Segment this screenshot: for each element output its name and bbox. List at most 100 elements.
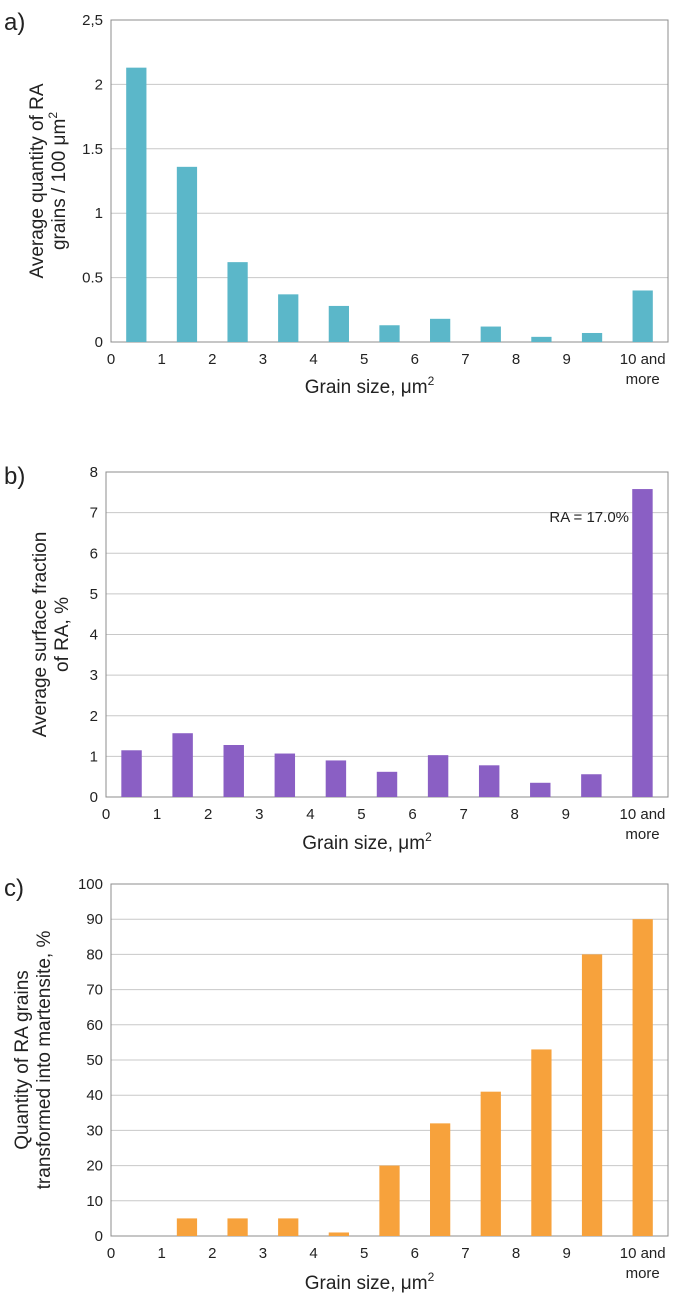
bar bbox=[172, 733, 193, 797]
bar bbox=[328, 305, 349, 342]
bar bbox=[376, 771, 398, 797]
panel-label: c) bbox=[4, 875, 24, 902]
y-tick-label: 5 bbox=[90, 586, 98, 603]
x-tick-label: 0 bbox=[107, 351, 115, 368]
bar bbox=[581, 774, 602, 797]
bar bbox=[632, 290, 653, 342]
x-axis-title: Grain size, μm2 bbox=[302, 830, 432, 854]
bar bbox=[480, 326, 501, 342]
y-tick-label: 0 bbox=[95, 1228, 103, 1245]
y-tick-label: 2 bbox=[95, 76, 103, 93]
x-tick-label: 8 bbox=[511, 806, 519, 823]
x-axis-title-sup: 2 bbox=[428, 1270, 435, 1284]
y-tick-label: 8 bbox=[90, 464, 98, 481]
x-tick-label: 2 bbox=[208, 1245, 216, 1262]
x-axis-title-sup: 2 bbox=[428, 374, 435, 388]
bar bbox=[325, 760, 347, 797]
y-axis-title: Quantity of RA grainstransformed into ma… bbox=[12, 931, 55, 1190]
bar bbox=[379, 1165, 400, 1236]
y-tick-label: 0 bbox=[95, 334, 103, 351]
x-tick-label: 8 bbox=[512, 351, 520, 368]
y-tick-label: 3 bbox=[90, 667, 98, 684]
x-tick-label: 7 bbox=[461, 1245, 469, 1262]
bar bbox=[427, 755, 449, 797]
x-tick-label: 5 bbox=[357, 806, 365, 823]
y-tick-label: 4 bbox=[90, 627, 98, 644]
y-tick-label: 0.5 bbox=[82, 270, 103, 287]
x-tick-label: 9 bbox=[562, 806, 570, 823]
y-axis-title: Average quantity of RAgrains / 100 μm2 bbox=[27, 83, 70, 278]
y-tick-label: 7 bbox=[90, 505, 98, 522]
x-tick-label: 3 bbox=[259, 1245, 267, 1262]
bar bbox=[581, 332, 603, 342]
bar bbox=[227, 262, 248, 342]
x-tick-label-extra: more bbox=[625, 826, 659, 843]
bar bbox=[480, 1091, 501, 1236]
x-tick-label: 2 bbox=[204, 806, 212, 823]
x-tick-label: 2 bbox=[208, 351, 216, 368]
y-axis-title-line: Average surface fraction bbox=[30, 532, 51, 738]
y-tick-label: 20 bbox=[86, 1158, 103, 1175]
panel-label: b) bbox=[4, 463, 25, 490]
y-axis-title-line: of RA, % bbox=[52, 597, 73, 672]
y-tick-label: 70 bbox=[86, 982, 103, 999]
x-tick-label: 4 bbox=[309, 351, 317, 368]
annotation: RA = 17.0% bbox=[549, 509, 629, 526]
y-tick-label: 1 bbox=[95, 205, 103, 222]
x-tick-label: 10 and bbox=[620, 351, 666, 368]
y-tick-label: 1.5 bbox=[82, 141, 103, 158]
y-axis-title-line: transformed into martensite, % bbox=[34, 931, 55, 1190]
x-tick-label: 7 bbox=[459, 806, 467, 823]
y-tick-label: 10 bbox=[86, 1193, 103, 1210]
x-tick-label: 6 bbox=[408, 806, 416, 823]
bar bbox=[328, 1232, 349, 1236]
x-tick-label: 5 bbox=[360, 351, 368, 368]
bar bbox=[278, 1218, 299, 1236]
x-tick-label: 6 bbox=[411, 1245, 419, 1262]
x-tick-label: 7 bbox=[461, 351, 469, 368]
bar bbox=[227, 1218, 248, 1236]
bar bbox=[478, 765, 500, 797]
y-axis-title-sup: 2 bbox=[46, 112, 60, 119]
x-tick-label: 4 bbox=[309, 1245, 317, 1262]
x-tick-label: 6 bbox=[411, 351, 419, 368]
x-tick-label: 3 bbox=[255, 806, 263, 823]
panel-label: a) bbox=[4, 9, 25, 36]
y-tick-label: 50 bbox=[86, 1052, 103, 1069]
x-tick-label: 10 and bbox=[620, 806, 666, 823]
x-tick-label: 1 bbox=[157, 351, 165, 368]
y-tick-label: 1 bbox=[90, 748, 98, 765]
y-tick-label: 2 bbox=[90, 708, 98, 725]
bar bbox=[430, 318, 451, 342]
chart-panel-1: a) 0 0.5 1 1.5 2 2,5 0 1 2 3 4 5 6 7 8 9 10 and more Grain … bbox=[4, 9, 669, 398]
bar bbox=[176, 166, 198, 342]
y-axis-title-line: Average quantity of RA bbox=[27, 83, 48, 278]
x-tick-label-extra: more bbox=[626, 371, 660, 388]
x-tick-label: 5 bbox=[360, 1245, 368, 1262]
chart-panel-2: b) 0 1 2 3 4 5 6 7 8 0 1 2 3 4 5 6 7 8 9 10 and more Grain siz… bbox=[4, 463, 669, 854]
x-tick-label-extra: more bbox=[626, 1265, 660, 1282]
y-tick-label: 2,5 bbox=[82, 12, 103, 29]
x-tick-label: 8 bbox=[512, 1245, 520, 1262]
x-tick-label: 9 bbox=[563, 1245, 571, 1262]
y-axis-title-line: grains / 100 μm bbox=[49, 119, 70, 250]
x-tick-label: 0 bbox=[107, 1245, 115, 1262]
x-tick-label: 9 bbox=[563, 351, 571, 368]
x-tick-label: 4 bbox=[306, 806, 314, 823]
y-tick-label: 60 bbox=[86, 1017, 103, 1034]
bar bbox=[632, 919, 653, 1236]
x-tick-label: 1 bbox=[153, 806, 161, 823]
bar bbox=[379, 325, 400, 342]
y-tick-label: 40 bbox=[86, 1087, 103, 1104]
y-tick-label: 80 bbox=[86, 946, 103, 963]
bar bbox=[176, 1218, 198, 1236]
bar bbox=[223, 745, 244, 797]
y-axis-title-line: Quantity of RA grains bbox=[12, 970, 33, 1150]
x-axis-title: Grain size, μm2 bbox=[305, 1270, 435, 1294]
y-tick-label: 90 bbox=[86, 911, 103, 928]
bar bbox=[430, 1123, 451, 1236]
x-tick-label: 3 bbox=[259, 351, 267, 368]
y-tick-label: 0 bbox=[90, 789, 98, 806]
x-axis-title: Grain size, μm2 bbox=[305, 374, 435, 398]
